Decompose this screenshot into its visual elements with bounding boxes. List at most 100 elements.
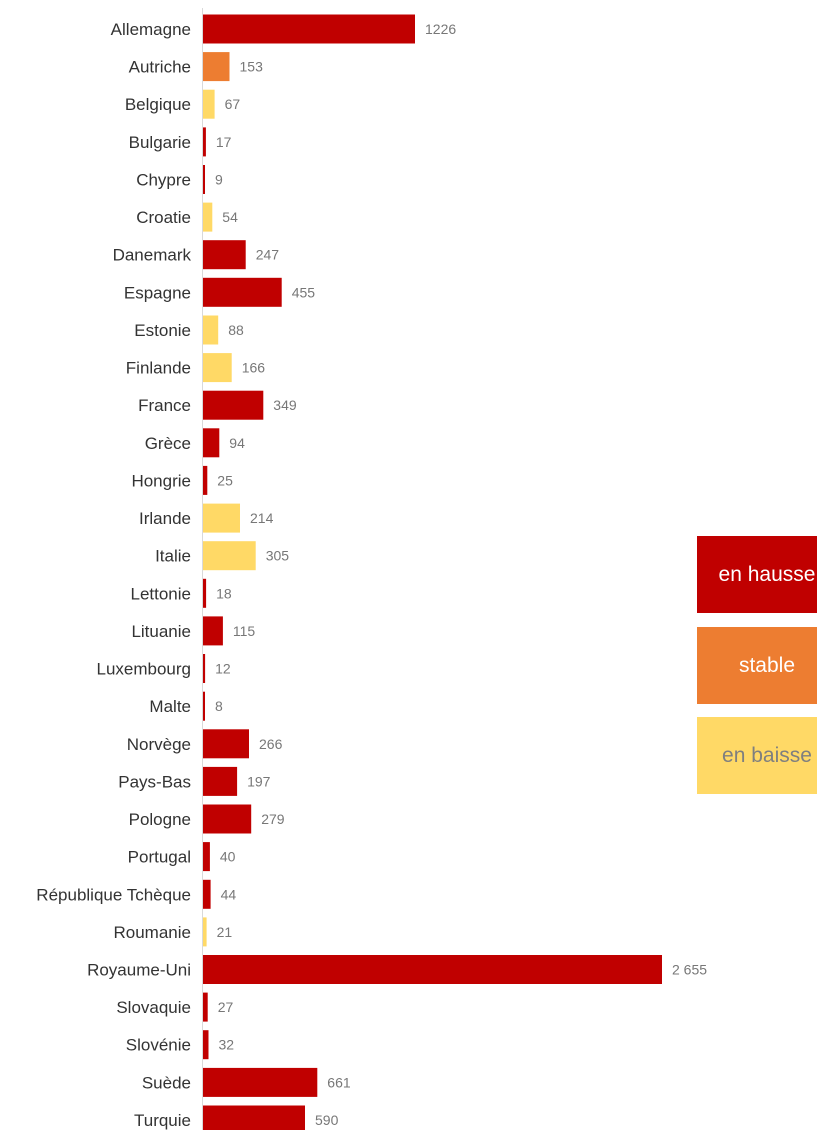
value-label: 32 <box>219 1037 235 1053</box>
value-label: 349 <box>273 397 297 413</box>
bar <box>203 842 210 872</box>
bar <box>203 165 205 194</box>
value-label: 166 <box>242 360 266 376</box>
legend-en-baisse-label: en baisse <box>722 743 812 767</box>
value-label: 44 <box>221 886 237 902</box>
category-labels: Allemagne Autriche Belgique Bulgarie Chypre C… <box>36 20 191 1130</box>
bar <box>203 879 211 909</box>
value-label: 17 <box>216 134 232 150</box>
value-label: 197 <box>247 773 271 789</box>
value-label: 88 <box>228 322 244 338</box>
category-label: France <box>138 396 191 415</box>
legend-stable: stable <box>697 627 817 704</box>
category-label: Hongrie <box>131 471 191 490</box>
legend-en-baisse: en baisse <box>697 717 817 794</box>
category-label: Luxembourg <box>96 660 191 679</box>
category-label: Norvège <box>127 735 191 754</box>
category-label: Chypre <box>136 171 191 190</box>
value-label: 40 <box>220 849 236 865</box>
category-label: Estonie <box>134 321 191 340</box>
bar <box>203 992 208 1022</box>
category-label: Malte <box>149 697 191 716</box>
value-label: 455 <box>292 284 316 300</box>
category-label: Grèce <box>145 434 191 453</box>
bar <box>203 202 213 232</box>
bar <box>203 89 215 119</box>
category-label: Turquie <box>134 1111 191 1130</box>
bar <box>203 616 223 646</box>
value-label: 94 <box>229 435 245 451</box>
bar <box>203 1067 318 1097</box>
value-label: 153 <box>240 59 264 75</box>
value-label: 12 <box>215 661 231 677</box>
bar <box>203 654 206 683</box>
value-label: 305 <box>266 548 290 564</box>
legend-stable-label: stable <box>738 653 796 677</box>
bar <box>203 691 205 721</box>
bar <box>203 503 240 533</box>
value-label: 18 <box>216 585 232 601</box>
value-label: 8 <box>215 698 223 714</box>
bar <box>203 353 232 383</box>
bar <box>203 14 415 44</box>
category-label: Croatie <box>136 208 191 227</box>
bar <box>203 955 662 984</box>
value-label: 54 <box>222 209 238 225</box>
bar <box>203 917 207 947</box>
value-label: 67 <box>225 96 241 112</box>
value-label: 1226 <box>425 21 456 37</box>
category-label: Danemark <box>113 246 192 265</box>
bar <box>203 729 249 759</box>
bar <box>203 240 246 270</box>
category-label: Bulgarie <box>129 133 191 152</box>
category-label: Suède <box>142 1073 191 1092</box>
value-label: 21 <box>217 924 233 940</box>
category-label: Espagne <box>124 283 191 302</box>
category-label: Irlande <box>139 509 191 528</box>
value-label: 590 <box>315 1112 339 1128</box>
category-label: République Tchèque <box>36 885 191 904</box>
value-label: 115 <box>233 623 256 639</box>
value-label: 27 <box>218 999 234 1015</box>
value-label: 661 <box>327 1074 351 1090</box>
bar <box>203 390 264 420</box>
bars-group <box>203 14 662 1130</box>
category-label: Lettonie <box>131 584 192 603</box>
bar <box>203 315 219 345</box>
value-label: 25 <box>217 472 233 488</box>
value-labels: 1226 153 67 17 9 54 247 455 88 166 349 94 25 214 305 18… <box>215 21 707 1128</box>
bar <box>203 541 256 571</box>
category-label: Pologne <box>129 810 191 829</box>
category-label: Royaume-Uni <box>87 961 191 980</box>
category-label: Pays-Bas <box>118 772 191 791</box>
legend-en-hausse-label: en hausse <box>718 562 816 586</box>
bar <box>203 578 207 608</box>
category-label: Lituanie <box>131 622 191 641</box>
value-label: 247 <box>256 247 280 263</box>
bar <box>203 804 252 834</box>
bar <box>203 1030 209 1060</box>
category-label: Autriche <box>129 58 191 77</box>
category-label: Finlande <box>126 359 191 378</box>
category-label: Slovénie <box>126 1036 191 1055</box>
legend-en-hausse: en hausse <box>697 536 817 613</box>
bar <box>203 428 220 458</box>
category-label: Roumanie <box>114 923 192 942</box>
bar <box>203 465 208 495</box>
category-label: Allemagne <box>111 20 191 39</box>
bar <box>203 766 238 796</box>
value-label: 9 <box>215 172 223 188</box>
category-label: Belgique <box>125 95 191 114</box>
bar <box>203 127 206 157</box>
value-label: 266 <box>259 736 283 752</box>
category-label: Portugal <box>128 848 191 867</box>
value-label: 214 <box>250 510 274 526</box>
value-label: 2 655 <box>672 962 707 978</box>
bar <box>203 1105 305 1130</box>
bar <box>203 52 230 82</box>
category-label: Italie <box>155 547 191 566</box>
value-label: 279 <box>261 811 285 827</box>
category-label: Slovaquie <box>116 998 191 1017</box>
bar <box>203 277 282 307</box>
